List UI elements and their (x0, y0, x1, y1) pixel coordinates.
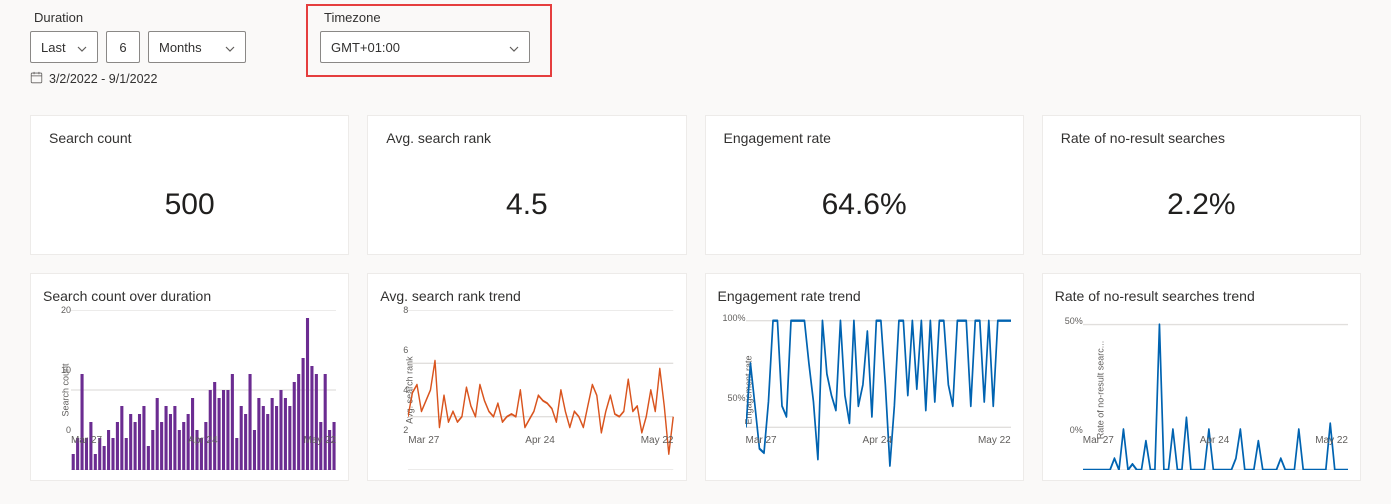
kpi-card: Rate of no-result searches 2.2% (1042, 115, 1361, 255)
chart-xtick-label: Mar 27 (746, 435, 777, 446)
kpi-title: Search count (49, 130, 330, 146)
chart-area: Engagement rate50%100%Mar 27Apr 24May 22 (718, 310, 1011, 470)
chart-yticks: 0%50% (1065, 310, 1083, 430)
chart-ytick-label: 0% (1053, 425, 1083, 435)
chart-card: Search count over durationSearch count01… (30, 273, 349, 481)
duration-count-input[interactable]: 6 (106, 31, 140, 63)
chart-xtick-label: Apr 24 (863, 435, 892, 446)
chart-xaxis: Mar 27 Apr 24 May 22 (746, 435, 1011, 446)
chart-title: Avg. search rank trend (380, 288, 673, 304)
chart-xaxis: Mar 27 Apr 24 May 22 (71, 435, 336, 446)
duration-unit-select[interactable]: Months (148, 31, 246, 63)
date-range-display: 3/2/2022 - 9/1/2022 (30, 71, 246, 87)
chart-ytick-label: 2 (378, 425, 408, 435)
kpi-card: Avg. search rank 4.5 (367, 115, 686, 255)
timezone-value: GMT+01:00 (331, 40, 400, 55)
chart-svg (71, 310, 336, 470)
timezone-filter: Timezone GMT+01:00 (320, 10, 530, 63)
chart-title: Engagement rate trend (718, 288, 1011, 304)
chart-card: Avg. search rank trendAvg. search rank24… (367, 273, 686, 481)
kpi-value: 64.6% (724, 188, 1005, 222)
duration-unit-value: Months (159, 40, 202, 55)
chart-xtick-label: May 22 (641, 435, 674, 446)
chart-xtick-label: Mar 27 (71, 435, 102, 446)
chart-area: Rate of no-result searc...0%50%Mar 27Apr… (1055, 310, 1348, 470)
chart-ytick-label: 100% (716, 313, 746, 323)
chart-xaxis: Mar 27 Apr 24 May 22 (408, 435, 673, 446)
chart-xtick-label: May 22 (978, 435, 1011, 446)
chart-card: Engagement rate trendEngagement rate50%1… (705, 273, 1024, 481)
chart-ytick-label: 50% (1053, 316, 1083, 326)
kpi-value: 4.5 (386, 188, 667, 222)
chart-xtick-label: Apr 24 (188, 435, 217, 446)
kpi-title: Rate of no-result searches (1061, 130, 1342, 146)
dashboard-page: Duration Last 6 Months 3/2/2022 - 9/ (0, 0, 1391, 501)
chart-ytick-label: 10 (41, 365, 71, 375)
filters-bar: Duration Last 6 Months 3/2/2022 - 9/ (30, 10, 1361, 97)
kpi-row: Search count 500 Avg. search rank 4.5 Engage… (30, 115, 1361, 255)
chart-card: Rate of no-result searches trendRate of … (1042, 273, 1361, 481)
chart-svg (408, 310, 673, 470)
chart-ytick-label: 8 (378, 305, 408, 315)
duration-relative-value: Last (41, 40, 66, 55)
chart-xaxis: Mar 27 Apr 24 May 22 (1083, 435, 1348, 446)
chevron-down-icon (225, 40, 235, 55)
chart-ytick-label: 50% (716, 393, 746, 403)
chart-xtick-label: Mar 27 (408, 435, 439, 446)
chart-ytick-label: 0 (41, 425, 71, 435)
timezone-label: Timezone (320, 10, 530, 25)
chart-area: Avg. search rank2468Mar 27Apr 24May 22 (380, 310, 673, 470)
duration-label: Duration (30, 10, 246, 25)
kpi-title: Avg. search rank (386, 130, 667, 146)
kpi-card: Engagement rate 64.6% (705, 115, 1024, 255)
timezone-select[interactable]: GMT+01:00 (320, 31, 530, 63)
chart-ytick-label: 6 (378, 345, 408, 355)
chart-area: Search count01020Mar 27Apr 24May 22 (43, 310, 336, 470)
chart-yticks: 2468 (390, 310, 408, 430)
kpi-value: 2.2% (1061, 188, 1342, 222)
chart-yticks: 01020 (53, 310, 71, 430)
chevron-down-icon (77, 40, 87, 55)
kpi-value: 500 (49, 188, 330, 222)
chart-xtick-label: Mar 27 (1083, 435, 1114, 446)
chart-svg (746, 310, 1011, 470)
chart-title: Rate of no-result searches trend (1055, 288, 1348, 304)
chart-ytick-label: 4 (378, 385, 408, 395)
date-range-text: 3/2/2022 - 9/1/2022 (49, 72, 157, 86)
chart-title: Search count over duration (43, 288, 336, 304)
duration-filter: Duration Last 6 Months 3/2/2022 - 9/ (30, 10, 246, 87)
duration-controls: Last 6 Months (30, 31, 246, 63)
timezone-highlight-box: Timezone GMT+01:00 (306, 4, 552, 77)
calendar-icon (30, 71, 43, 87)
chart-xtick-label: May 22 (1315, 435, 1348, 446)
duration-relative-select[interactable]: Last (30, 31, 98, 63)
kpi-title: Engagement rate (724, 130, 1005, 146)
duration-count-value: 6 (119, 40, 126, 55)
chart-ytick-label: 20 (41, 305, 71, 315)
chart-xtick-label: May 22 (303, 435, 336, 446)
chart-xtick-label: Apr 24 (525, 435, 554, 446)
chart-svg (1083, 310, 1348, 470)
chart-xtick-label: Apr 24 (1200, 435, 1229, 446)
chevron-down-icon (509, 40, 519, 55)
kpi-card: Search count 500 (30, 115, 349, 255)
chart-row: Search count over durationSearch count01… (30, 273, 1361, 481)
chart-yticks: 50%100% (728, 310, 746, 430)
